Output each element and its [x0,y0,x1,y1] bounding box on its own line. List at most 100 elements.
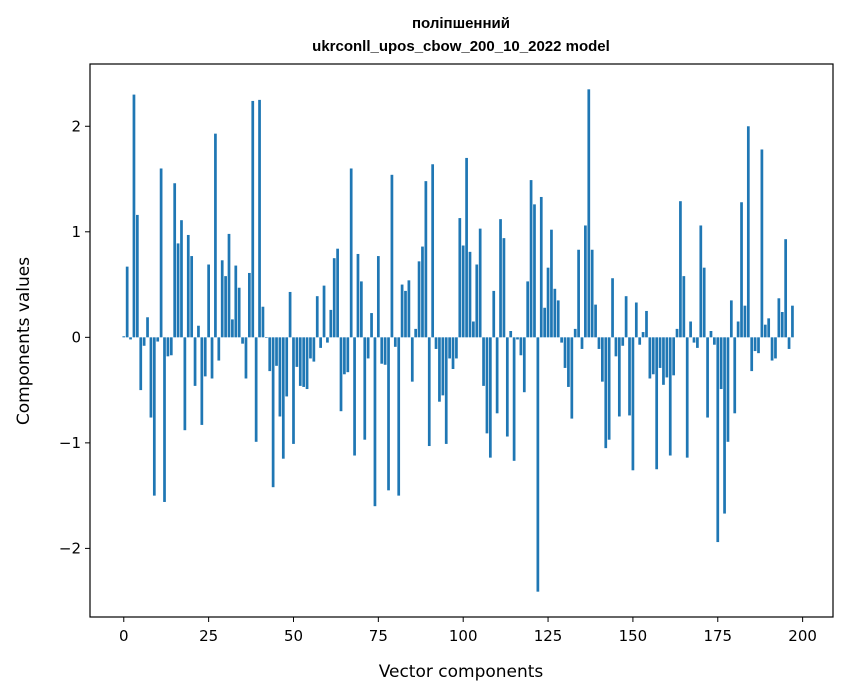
bar-100 [461,245,465,338]
bar-66 [346,337,350,373]
bar-9 [152,337,156,496]
bar-46 [278,337,282,417]
bar-27 [214,133,217,338]
bar-75 [376,256,380,338]
bar-122 [536,337,540,592]
bar-115 [512,337,516,461]
bar-53 [302,337,306,387]
bar-90 [427,337,431,447]
bar-58 [319,337,322,348]
bar-89 [424,181,428,338]
bar-151 [634,302,638,338]
bar-136 [584,225,587,338]
bar-180 [733,337,737,414]
x-tick-label: 150 [619,627,648,645]
y-tick-label: 2 [71,117,81,135]
chart-title-line-1: поліпшенний [412,15,510,32]
bar-93 [438,337,441,402]
chart-title-line-2: ukrconll_upos_cbow_200_10_2022 model [312,38,610,55]
bar-187 [757,337,760,354]
bar-168 [692,337,696,343]
bar-47 [281,337,285,459]
bar-131 [567,337,570,387]
bar-67 [349,168,353,338]
bar-145 [614,337,618,357]
bar-182 [740,202,743,338]
bar-102 [468,251,472,338]
bar-20 [190,256,194,338]
bar-25 [207,264,210,338]
x-axis-ticks: 0 25 50 75 100 125 150 175 200 [119,617,817,645]
bar-13 [166,337,170,357]
bar-92 [434,337,438,349]
bar-96 [448,337,451,359]
bar-79 [390,174,394,338]
bar-149 [628,337,631,416]
x-axis-label: Vector components [379,662,544,682]
bar-176 [719,337,723,390]
bar-72 [366,337,370,359]
bar-85 [410,337,414,382]
y-axis-label: Components values [14,257,34,425]
bar-60 [326,337,329,343]
bar-82 [400,284,404,338]
bar-153 [641,332,645,338]
bar-121 [533,204,536,338]
bar-190 [767,318,771,338]
bar-189 [763,324,767,338]
bar-95 [444,337,448,444]
x-tick-label: 0 [119,627,129,645]
bar-88 [421,246,424,338]
bar-22 [197,325,200,338]
x-tick-label: 100 [449,627,478,645]
bar-80 [393,337,397,347]
bar-143 [607,337,611,440]
bar-141 [601,337,604,382]
bar-109 [492,290,496,338]
bar-197 [791,305,794,338]
bar-138 [590,249,594,338]
bar-106 [482,337,485,386]
bar-173 [709,331,713,338]
bar-11 [159,168,163,338]
bar-37 [248,272,251,338]
bar-41 [261,306,265,338]
bar-127 [553,288,557,338]
bar-69 [356,253,360,338]
bar-78 [387,337,390,491]
bar-191 [770,337,774,361]
bar-171 [702,267,706,338]
bar-68 [353,337,356,456]
bar-54 [305,337,309,390]
bar-111 [499,219,502,338]
x-tick-label: 50 [284,627,303,645]
bar-113 [505,337,509,437]
bar-44 [271,337,275,488]
bar-81 [397,337,401,496]
x-tick-label: 125 [534,627,563,645]
bar-142 [604,337,608,449]
bar-125 [546,267,550,338]
bar-108 [488,337,492,458]
bar-170 [699,225,703,338]
bar-129 [560,337,563,343]
bar-36 [244,337,248,379]
bar-165 [682,276,686,338]
bar-24 [203,337,207,377]
bar-56 [312,337,316,362]
bar-174 [713,337,716,345]
bar-73 [370,313,373,338]
bar-99 [458,218,462,338]
bar-186 [753,337,757,352]
bar-26 [210,337,214,379]
bar-18 [183,337,187,431]
y-tick-label: 1 [71,223,81,241]
bar-83 [404,290,407,338]
bar-169 [696,337,699,348]
y-tick-label: 0 [71,328,81,346]
bar-133 [573,328,577,338]
bar-155 [648,337,652,379]
bar-42 [264,337,268,338]
